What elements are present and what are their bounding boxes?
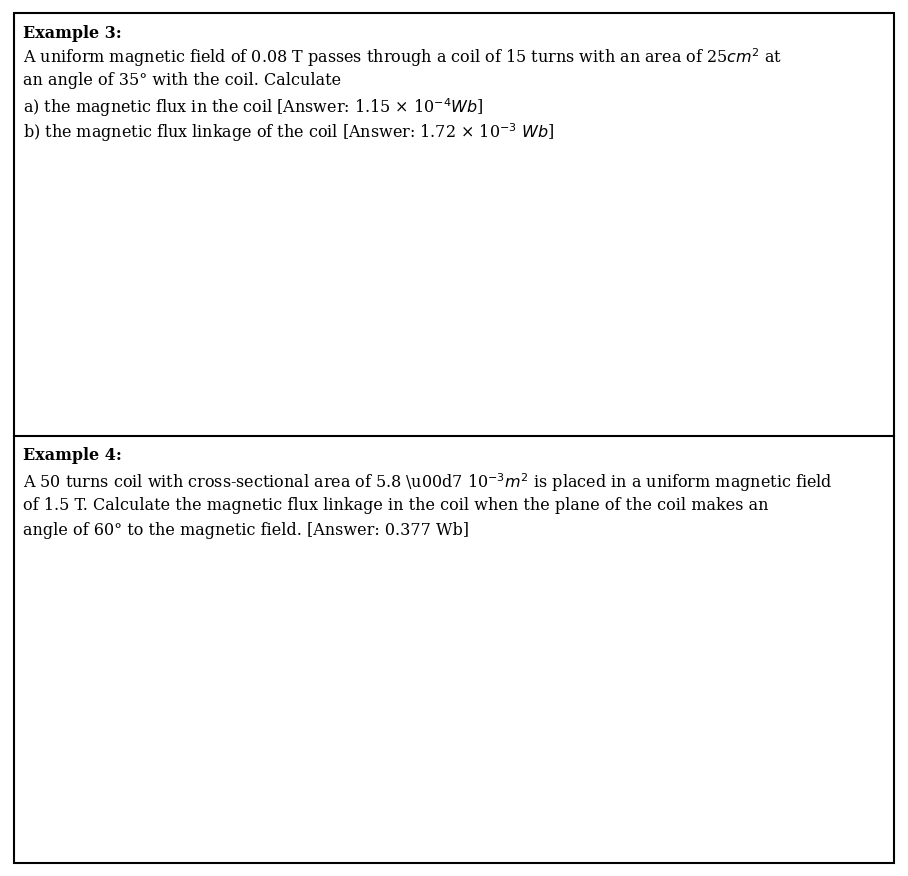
Text: a) the magnetic flux in the coil [Answer: 1.15 × 10$^{-4}$$Wb$]: a) the magnetic flux in the coil [Answer… (23, 96, 483, 119)
Text: A uniform magnetic field of 0.08 T passes through a coil of 15 turns with an are: A uniform magnetic field of 0.08 T passe… (23, 46, 782, 69)
Text: Example 3:: Example 3: (23, 25, 122, 41)
Text: A 50 turns coil with cross-sectional area of 5.8 \u00d7 10$^{-3}$$m^2$ is placed: A 50 turns coil with cross-sectional are… (23, 471, 833, 494)
Text: b) the magnetic flux linkage of the coil [Answer: 1.72 × 10$^{-3}$ $Wb$]: b) the magnetic flux linkage of the coil… (23, 121, 554, 144)
Text: an angle of 35° with the coil. Calculate: an angle of 35° with the coil. Calculate (23, 72, 340, 88)
Text: angle of 60° to the magnetic field. [Answer: 0.377 Wb]: angle of 60° to the magnetic field. [Ans… (23, 522, 469, 539)
Text: of 1.5 T. Calculate the magnetic flux linkage in the coil when the plane of the : of 1.5 T. Calculate the magnetic flux li… (23, 497, 768, 513)
FancyBboxPatch shape (14, 13, 894, 863)
Text: Example 4:: Example 4: (23, 447, 122, 463)
